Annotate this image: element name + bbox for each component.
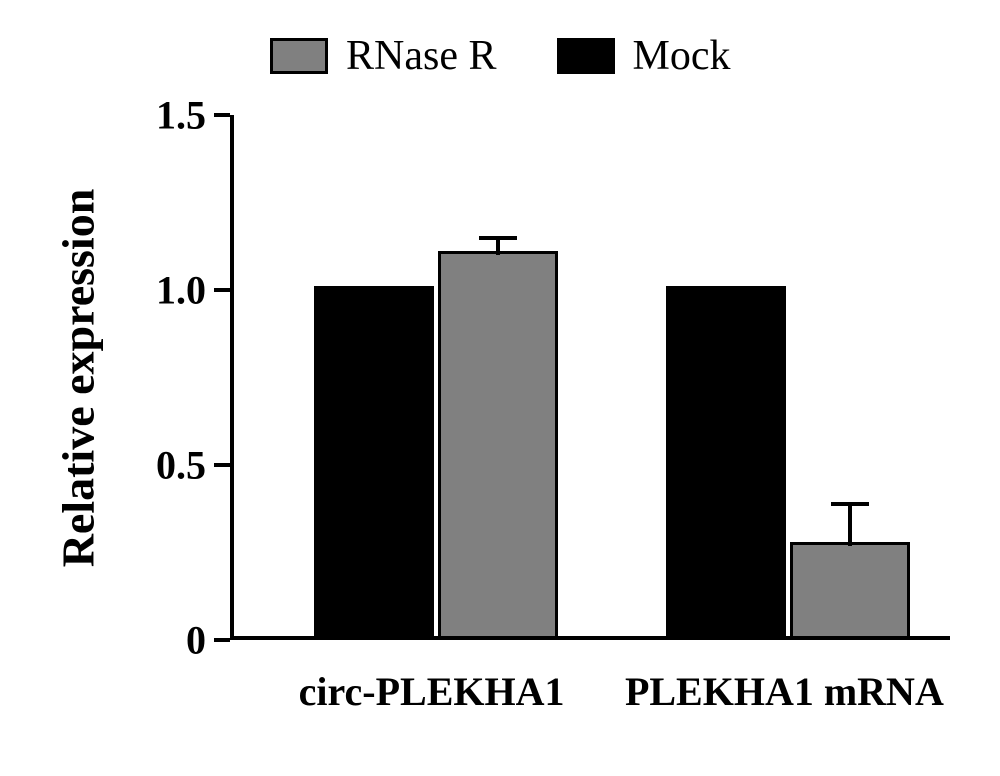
bar-rnase-r <box>790 542 910 637</box>
y-tick <box>214 463 230 467</box>
y-tick-label: 1.5 <box>106 92 206 139</box>
y-tick <box>214 288 230 292</box>
legend-item: RNase R <box>270 32 497 80</box>
legend-item: Mock <box>557 32 731 80</box>
legend-swatch <box>270 38 328 74</box>
y-tick-label: 0 <box>106 617 206 664</box>
plot-area <box>230 115 950 640</box>
error-bar-cap <box>831 502 869 506</box>
error-bar-stem <box>496 238 500 256</box>
error-bar-cap <box>479 236 517 240</box>
legend: RNase R Mock <box>270 32 731 80</box>
y-tick-label: 1.0 <box>106 267 206 314</box>
y-tick <box>214 638 230 642</box>
error-bar-stem <box>848 504 852 546</box>
legend-swatch <box>557 38 615 74</box>
x-tick-label: PLEKHA1 mRNA <box>574 668 994 715</box>
legend-label: Mock <box>633 32 731 80</box>
y-tick <box>214 113 230 117</box>
bar-mock <box>314 286 434 636</box>
legend-label: RNase R <box>346 32 497 80</box>
figure: RNase R Mock Relative expression 0 0.5 1.0 1… <box>40 10 960 750</box>
bar-mock <box>666 286 786 636</box>
bar-rnase-r <box>438 251 558 636</box>
y-tick-label: 0.5 <box>106 442 206 489</box>
y-axis-title: Relative expression <box>52 188 105 567</box>
